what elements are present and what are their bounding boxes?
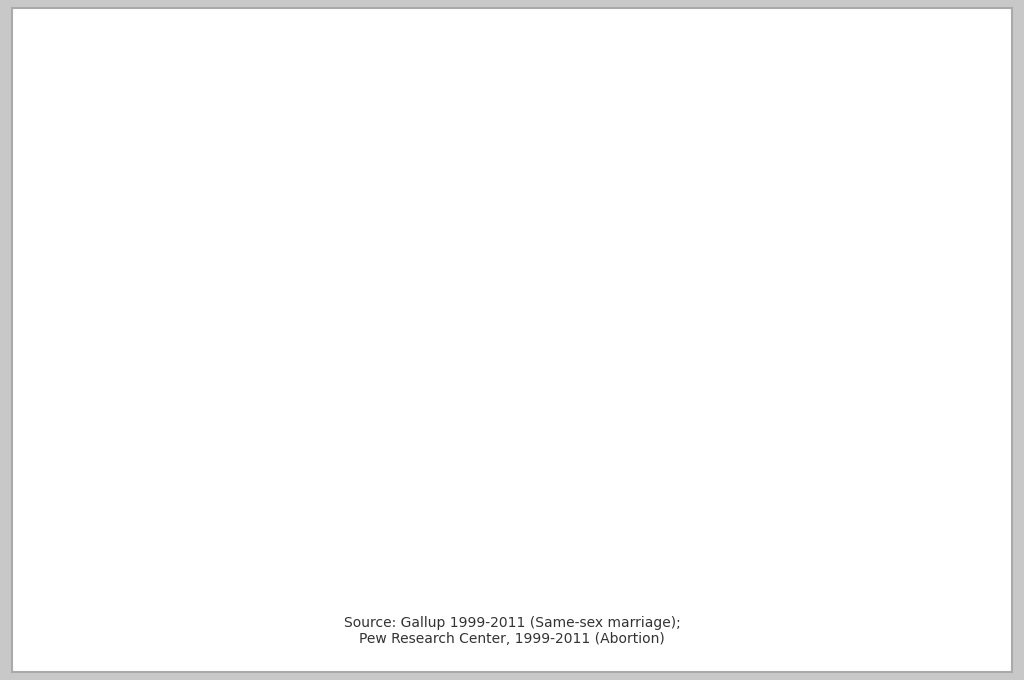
Support same-sex marriage: [126, 384, 138, 392]
Support same-sex marriage: [463, 355, 475, 363]
Text: 52: 52: [660, 294, 680, 309]
Abortion legal all/most cases: [194, 310, 206, 318]
Text: 54: 54: [728, 286, 748, 301]
Text: 44: 44: [862, 371, 882, 386]
Text: 50: 50: [862, 302, 882, 317]
Text: 53: 53: [930, 334, 949, 349]
Abortion legal all/most cases: [463, 306, 475, 314]
Text: 40: 40: [796, 387, 815, 402]
Abortion legal all/most cases: [933, 298, 945, 306]
Text: 57: 57: [392, 273, 411, 288]
Legend: Support same-sex marriage, Abortion legal all/most cases: Support same-sex marriage, Abortion lega…: [100, 131, 685, 149]
Abortion legal all/most cases: [126, 294, 138, 302]
Text: 47: 47: [796, 314, 815, 329]
Abortion legal all/most cases: [395, 294, 408, 302]
Text: 35: 35: [123, 407, 142, 422]
Support same-sex marriage: [529, 375, 542, 384]
Abortion legal all/most cases: [529, 298, 542, 306]
Abortion legal all/most cases: [665, 314, 677, 322]
Text: 49: 49: [257, 306, 276, 321]
Support same-sex marriage: [933, 310, 945, 318]
Text: 40: 40: [728, 387, 748, 402]
Text: 37: 37: [526, 399, 546, 414]
Support same-sex marriage: [731, 363, 743, 371]
Text: 57: 57: [123, 273, 142, 288]
Abortion legal all/most cases: [261, 326, 273, 335]
Abortion legal all/most cases: [597, 318, 609, 326]
Text: Source: Gallup 1999-2011 (Same-sex marriage);
Pew Research Center, 1999-2011 (Ab: Source: Gallup 1999-2011 (Same-sex marri…: [344, 616, 680, 646]
Support same-sex marriage: [866, 347, 879, 355]
Support same-sex marriage: [597, 355, 609, 363]
Text: 53: 53: [190, 290, 210, 305]
Title: Views on Same-sex Marriage & Abortion (1999-2011): Views on Same-sex Marriage & Abortion (1…: [127, 84, 958, 112]
Text: 56: 56: [526, 277, 546, 292]
Line: Abortion legal all/most cases: Abortion legal all/most cases: [128, 293, 944, 343]
Text: 54: 54: [459, 286, 478, 301]
Text: 46: 46: [660, 362, 680, 377]
Abortion legal all/most cases: [866, 322, 879, 330]
Text: 42: 42: [594, 379, 613, 394]
Line: Support same-sex marriage: Support same-sex marriage: [128, 309, 944, 392]
Text: 56: 56: [930, 277, 949, 292]
Abortion legal all/most cases: [799, 335, 811, 343]
Support same-sex marriage: [799, 363, 811, 371]
Text: 51: 51: [594, 298, 613, 313]
Support same-sex marriage: [665, 339, 677, 347]
Text: 42: 42: [459, 379, 478, 394]
Abortion legal all/most cases: [731, 306, 743, 314]
